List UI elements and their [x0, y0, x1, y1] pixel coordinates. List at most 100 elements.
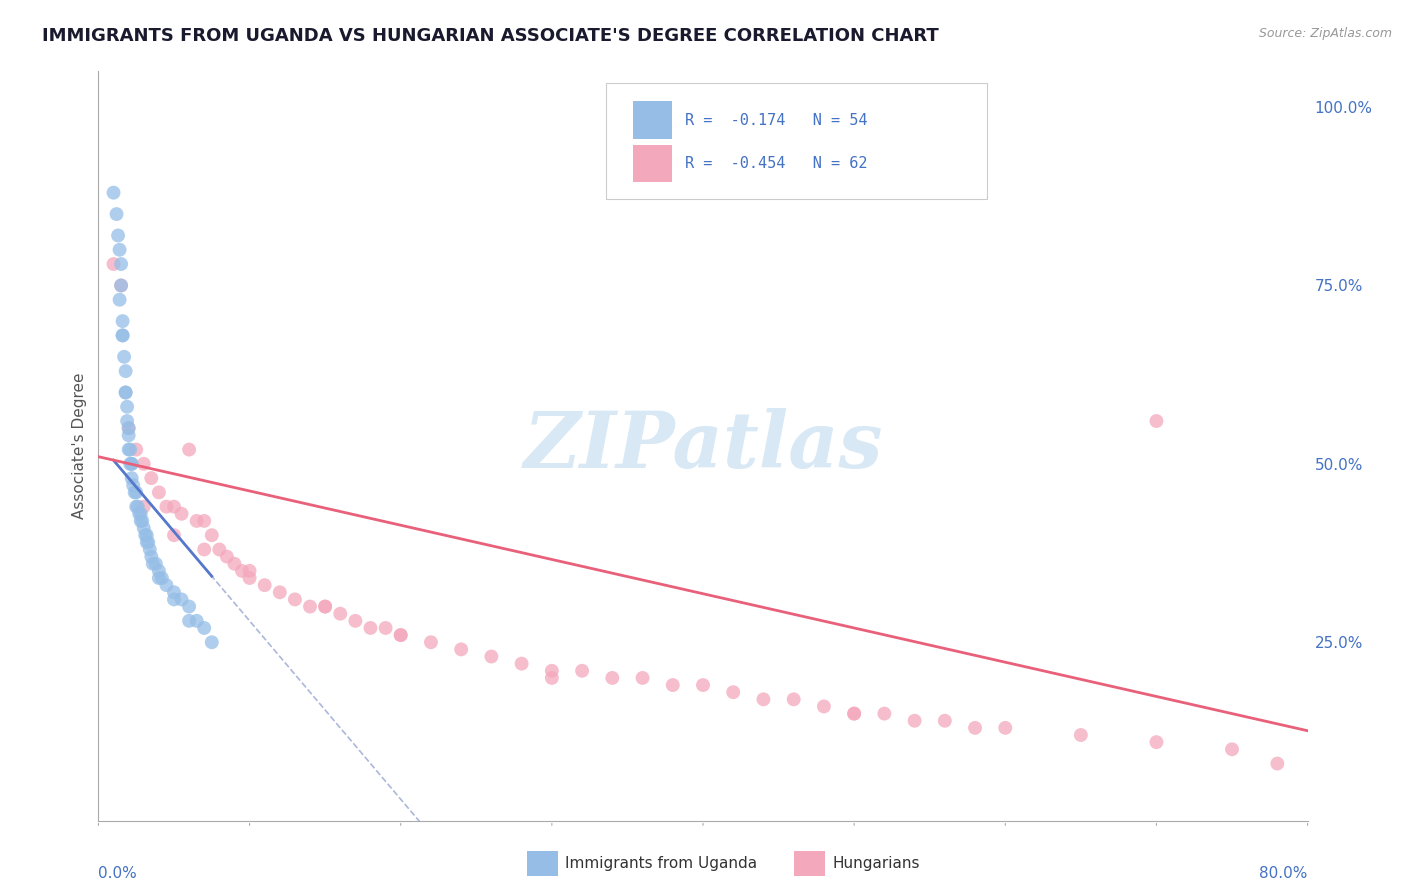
Point — [186, 514, 208, 528]
Point — [481, 649, 503, 664]
FancyBboxPatch shape — [606, 83, 987, 199]
Point — [125, 500, 148, 514]
Point — [115, 400, 138, 414]
Point — [148, 564, 170, 578]
Point — [201, 635, 224, 649]
Point — [132, 457, 155, 471]
Point — [121, 471, 143, 485]
Point — [124, 485, 146, 500]
Point — [179, 599, 201, 614]
Point — [1070, 728, 1092, 742]
FancyBboxPatch shape — [633, 102, 672, 139]
Point — [118, 421, 141, 435]
Point — [299, 599, 322, 614]
Point — [112, 350, 135, 364]
Point — [1144, 414, 1167, 428]
Point — [110, 278, 132, 293]
Point — [783, 692, 806, 706]
Point — [239, 564, 262, 578]
Point — [208, 542, 231, 557]
Point — [108, 243, 131, 257]
Point — [723, 685, 745, 699]
Y-axis label: Associate's Degree: Associate's Degree — [72, 373, 87, 519]
Point — [965, 721, 987, 735]
Point — [360, 621, 382, 635]
Point — [389, 628, 412, 642]
Point — [125, 485, 148, 500]
Point — [163, 585, 186, 599]
Point — [107, 228, 129, 243]
Point — [121, 457, 143, 471]
Point — [186, 614, 208, 628]
Point — [110, 257, 132, 271]
Text: 0.0%: 0.0% — [98, 865, 138, 880]
Point — [329, 607, 352, 621]
Point — [131, 514, 153, 528]
Point — [934, 714, 956, 728]
Point — [389, 628, 412, 642]
Point — [201, 528, 224, 542]
Point — [127, 500, 149, 514]
Point — [1144, 735, 1167, 749]
Point — [136, 535, 159, 549]
Point — [374, 621, 396, 635]
Point — [141, 549, 163, 564]
Point — [155, 500, 177, 514]
Text: R =  -0.174   N = 54: R = -0.174 N = 54 — [685, 112, 868, 128]
Point — [150, 571, 173, 585]
Point — [111, 328, 134, 343]
Point — [111, 314, 134, 328]
Point — [114, 385, 136, 400]
Point — [253, 578, 276, 592]
Point — [170, 592, 193, 607]
Point — [118, 442, 141, 457]
Text: 80.0%: 80.0% — [1260, 865, 1308, 880]
Point — [118, 428, 141, 442]
Point — [314, 599, 336, 614]
Point — [231, 564, 253, 578]
Point — [114, 385, 136, 400]
Point — [163, 500, 186, 514]
Point — [179, 614, 201, 628]
Text: Hungarians: Hungarians — [832, 856, 920, 871]
Point — [148, 571, 170, 585]
Point — [103, 186, 125, 200]
Point — [170, 507, 193, 521]
Point — [873, 706, 896, 721]
Text: R =  -0.454   N = 62: R = -0.454 N = 62 — [685, 156, 868, 171]
Point — [163, 528, 186, 542]
Point — [813, 699, 835, 714]
Point — [125, 442, 148, 457]
Point — [179, 442, 201, 457]
Point — [121, 457, 143, 471]
Point — [314, 599, 336, 614]
Point — [661, 678, 683, 692]
Point — [129, 507, 152, 521]
Point — [145, 557, 167, 571]
Point — [602, 671, 624, 685]
Point — [132, 500, 155, 514]
Text: Source: ZipAtlas.com: Source: ZipAtlas.com — [1258, 27, 1392, 40]
Point — [224, 557, 246, 571]
Point — [540, 664, 562, 678]
Point — [134, 528, 156, 542]
Point — [510, 657, 533, 671]
Text: ZIPatlas: ZIPatlas — [523, 408, 883, 484]
Point — [141, 471, 163, 485]
Point — [111, 328, 134, 343]
Point — [118, 421, 141, 435]
Point — [844, 706, 866, 721]
Text: Immigrants from Uganda: Immigrants from Uganda — [565, 856, 758, 871]
Point — [114, 364, 136, 378]
Point — [129, 514, 152, 528]
Point — [571, 664, 593, 678]
Point — [128, 507, 150, 521]
Point — [142, 557, 165, 571]
Point — [135, 528, 157, 542]
Point — [215, 549, 238, 564]
Point — [122, 478, 145, 492]
Point — [239, 571, 262, 585]
Point — [163, 592, 186, 607]
Text: IMMIGRANTS FROM UGANDA VS HUNGARIAN ASSOCIATE'S DEGREE CORRELATION CHART: IMMIGRANTS FROM UGANDA VS HUNGARIAN ASSO… — [42, 27, 939, 45]
Point — [115, 414, 138, 428]
